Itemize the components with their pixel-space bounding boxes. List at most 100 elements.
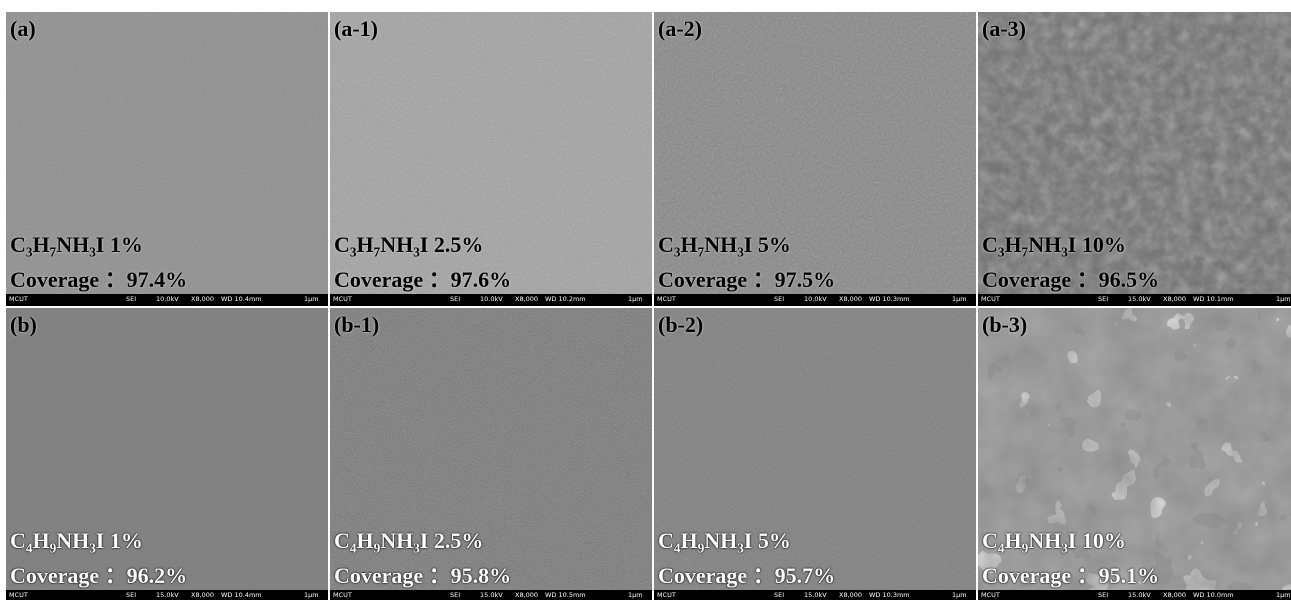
coverage: Coverage ：96.2% [10,563,188,588]
formula: C₄H₉NH₃I [334,528,429,553]
formula: C₃H₇NH₃I [10,232,105,257]
coverage: Coverage ：96.5% [982,267,1160,292]
panel-label: (b-3) [982,312,1028,337]
sample-label: C₃H₇NH₃I 1% [10,232,143,258]
sem-image [6,308,328,600]
info-text: X8,000 [515,295,539,303]
info-bar: MCUT SEI 15.0kV X8,000 WD 10.0mm 1μm [978,590,1291,600]
sem-image [330,12,652,306]
info-text: SEI [450,295,461,303]
info-text: 1μm [628,591,643,599]
panel-label: (b) [10,312,37,337]
sem-image [6,12,328,306]
sem-image [978,12,1291,306]
sem-panel: (b) C₄H₉NH₃I 1% Coverage ：96.2% MCUT SEI 15.0… [6,308,328,600]
sample-label: C₃H₇NH₃I 10% [982,232,1126,258]
sem-image [978,308,1291,600]
info-text: 1μm [628,295,643,303]
concentration: 1% [109,528,143,553]
formula: C₄H₉NH₃I [658,528,753,553]
sem-image [330,308,652,600]
sample-label: C₃H₇NH₃I 5% [658,232,791,258]
info-text: MCUT [981,591,1000,599]
info-text: 10.0kV [480,295,503,303]
sem-panel: (a-2) C₃H₇NH₃I 5% Coverage ：97.5% MCUT SEI 10… [654,12,976,306]
concentration: 2.5% [433,528,484,553]
info-text: 1μm [952,591,967,599]
coverage: Coverage ：97.4% [10,267,188,292]
info-text: SEI [1098,295,1109,303]
info-text: MCUT [333,295,352,303]
info-text: 15.0kV [156,591,179,599]
info-text: 15.0kV [480,591,503,599]
sem-panel: (a-1) C₃H₇NH₃I 2.5% Coverage ：97.6% MCUT SEI… [330,12,652,306]
panel-label: (a-2) [658,16,702,41]
coverage: Coverage ：97.5% [658,267,836,292]
panel-label: (b-1) [334,312,380,337]
info-text: 1μm [1276,591,1291,599]
info-text: 15.0kV [1128,591,1151,599]
sample-label: C₄H₉NH₃I 5% [658,528,791,554]
sem-panel: (a) C₃H₇NH₃I 1% Coverage ：97.4% MCUT SEI 10.0… [6,12,328,306]
info-text: X8,000 [191,295,215,303]
info-text: X8,000 [839,591,863,599]
info-text: 10.0kV [804,295,827,303]
info-text: 1μm [304,591,319,599]
info-text: 1μm [952,295,967,303]
info-text: WD 10.3mm [869,591,910,599]
sem-image [654,308,976,600]
coverage: Coverage ：97.6% [334,267,512,292]
concentration: 2.5% [433,232,484,257]
info-text: SEI [774,295,785,303]
info-bar: MCUT SEI 15.0kV X8,000 WD 10.5mm 1μm [330,590,652,600]
info-text: X8,000 [191,591,215,599]
sem-panel: (b-1) C₄H₉NH₃I 2.5% Coverage ：95.8% MCUT SEI… [330,308,652,600]
concentration: 10% [1081,232,1126,257]
info-bar: MCUT SEI 10.0kV X8,000 WD 10.2mm 1μm [330,294,652,306]
info-text: 10.0kV [156,295,179,303]
info-text: SEI [774,591,785,599]
info-text: X8,000 [839,295,863,303]
info-text: 1μm [1276,295,1291,303]
coverage: Coverage ：95.7% [658,563,836,588]
sem-panel: (b-2) C₄H₉NH₃I 5% Coverage ：95.7% MCUT SEI 15… [654,308,976,600]
info-text: MCUT [9,295,28,303]
panel-label: (a-1) [334,16,378,41]
info-text: 15.0kV [804,591,827,599]
sem-panel: (a-3) C₃H₇NH₃I 10% Coverage ：96.5% MCUT SEI 1… [978,12,1291,306]
info-text: 1μm [304,295,319,303]
info-text: 15.0kV [1128,295,1151,303]
info-bar: MCUT SEI 10.0kV X8,000 WD 10.4mm 1μm [6,294,328,306]
sample-label: C₃H₇NH₃I 2.5% [334,232,483,258]
formula: C₄H₉NH₃I [10,528,105,553]
info-bar: MCUT SEI 15.0kV X8,000 WD 10.1mm 1μm [978,294,1291,306]
panel-label: (a-3) [982,16,1026,41]
formula: C₃H₇NH₃I [658,232,753,257]
info-text: WD 10.4mm [221,295,262,303]
info-text: X8,000 [1163,591,1187,599]
info-text: MCUT [333,591,352,599]
info-text: WD 10.1mm [1193,295,1234,303]
info-text: MCUT [9,591,28,599]
formula: C₃H₇NH₃I [982,232,1077,257]
info-text: X8,000 [515,591,539,599]
sem-panel: (b-3) C₄H₉NH₃I 10% Coverage ：95.1% MCUT SEI 1… [978,308,1291,600]
concentration: 1% [109,232,143,257]
info-bar: MCUT SEI 15.0kV X8,000 WD 10.4mm 1μm [6,590,328,600]
info-text: WD 10.0mm [1193,591,1234,599]
info-bar: MCUT SEI 15.0kV X8,000 WD 10.3mm 1μm [654,590,976,600]
info-text: WD 10.2mm [545,295,586,303]
coverage: Coverage ：95.8% [334,563,512,588]
formula: C₃H₇NH₃I [334,232,429,257]
concentration: 5% [757,232,791,257]
info-text: MCUT [981,295,1000,303]
panel-label: (a) [10,16,36,41]
sample-label: C₄H₉NH₃I 2.5% [334,528,483,554]
info-text: SEI [1098,591,1109,599]
formula: C₄H₉NH₃I [982,528,1077,553]
info-text: WD 10.5mm [545,591,586,599]
concentration: 5% [757,528,791,553]
coverage: Coverage ：95.1% [982,563,1160,588]
info-bar: MCUT SEI 10.0kV X8,000 WD 10.3mm 1μm [654,294,976,306]
